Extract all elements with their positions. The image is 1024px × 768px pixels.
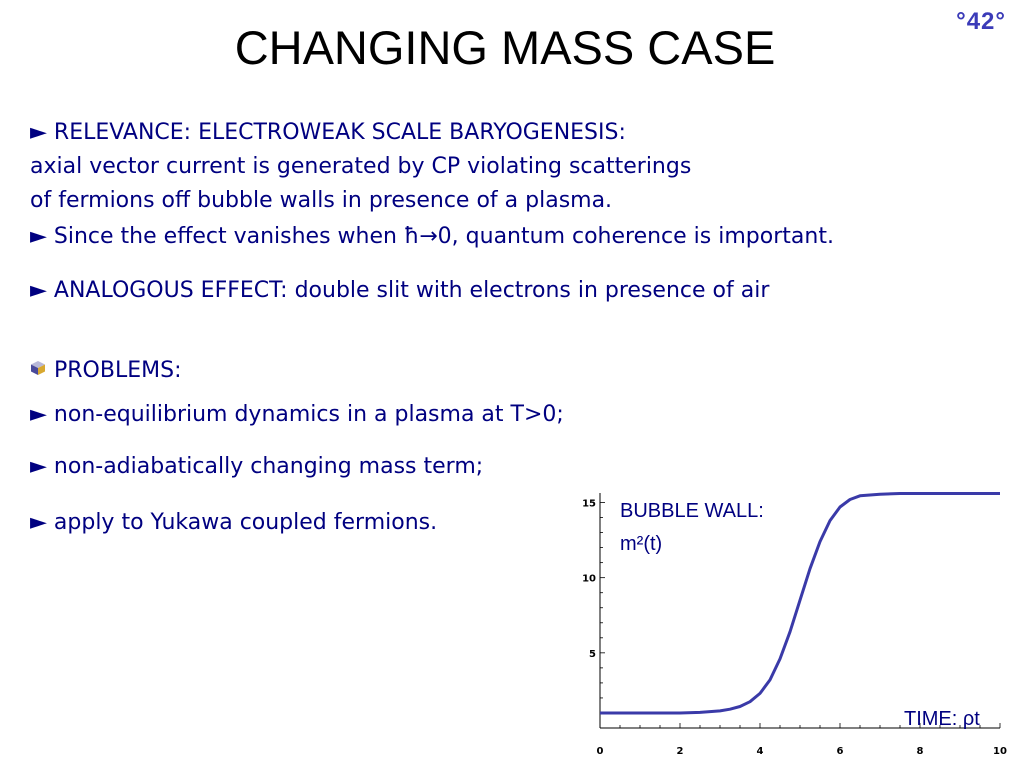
y-tick-label: 10 [582,574,596,585]
coherence-line: ► Since the effect vanishes when ħ→0, qu… [30,224,834,249]
chart-axes [599,493,1000,729]
chart-ticks: 0 2 4 6 8 10 5 10 15 [582,499,1007,757]
time-axis-label: TIME: ρt [904,708,980,730]
curve-title-line-2: m²(t) [620,533,663,555]
x-tick-label: 2 [677,746,684,757]
x-tick-label: 6 [837,746,844,757]
analogous-effect-line: ► ANALOGOUS EFFECT: double slit with ele… [30,278,770,303]
chart-series [600,492,1000,715]
cube-bullet-icon [31,361,45,375]
bubble-wall-chart: 0 2 4 6 8 10 5 10 15 [582,492,1007,757]
x-tick-label: 0 [597,746,604,757]
relevance-text-line-2: of fermions off bubble walls in presence… [30,188,613,213]
curve-title-line-1: BUBBLE WALL: [620,500,764,522]
x-tick-label: 4 [757,746,764,757]
problems-heading: PROBLEMS: [54,358,182,383]
relevance-text-line-1: axial vector current is generated by CP … [30,154,692,179]
problem-item-1: ► non-equilibrium dynamics in a plasma a… [30,402,564,427]
x-tick-label: 10 [993,746,1007,757]
series-line-0 [600,492,1000,715]
relevance-heading: ► RELEVANCE: ELECTROWEAK SCALE BARYOGENE… [30,120,626,145]
page-title: CHANGING MASS CASE [234,21,776,74]
x-tick-label: 8 [917,746,924,757]
problem-item-2: ► non-adiabatically changing mass term; [30,454,484,479]
y-tick-label: 5 [589,649,596,660]
slide-number: °42° [956,8,1006,35]
problem-item-3: ► apply to Yukawa coupled fermions. [30,510,438,535]
y-tick-label: 15 [582,499,596,510]
